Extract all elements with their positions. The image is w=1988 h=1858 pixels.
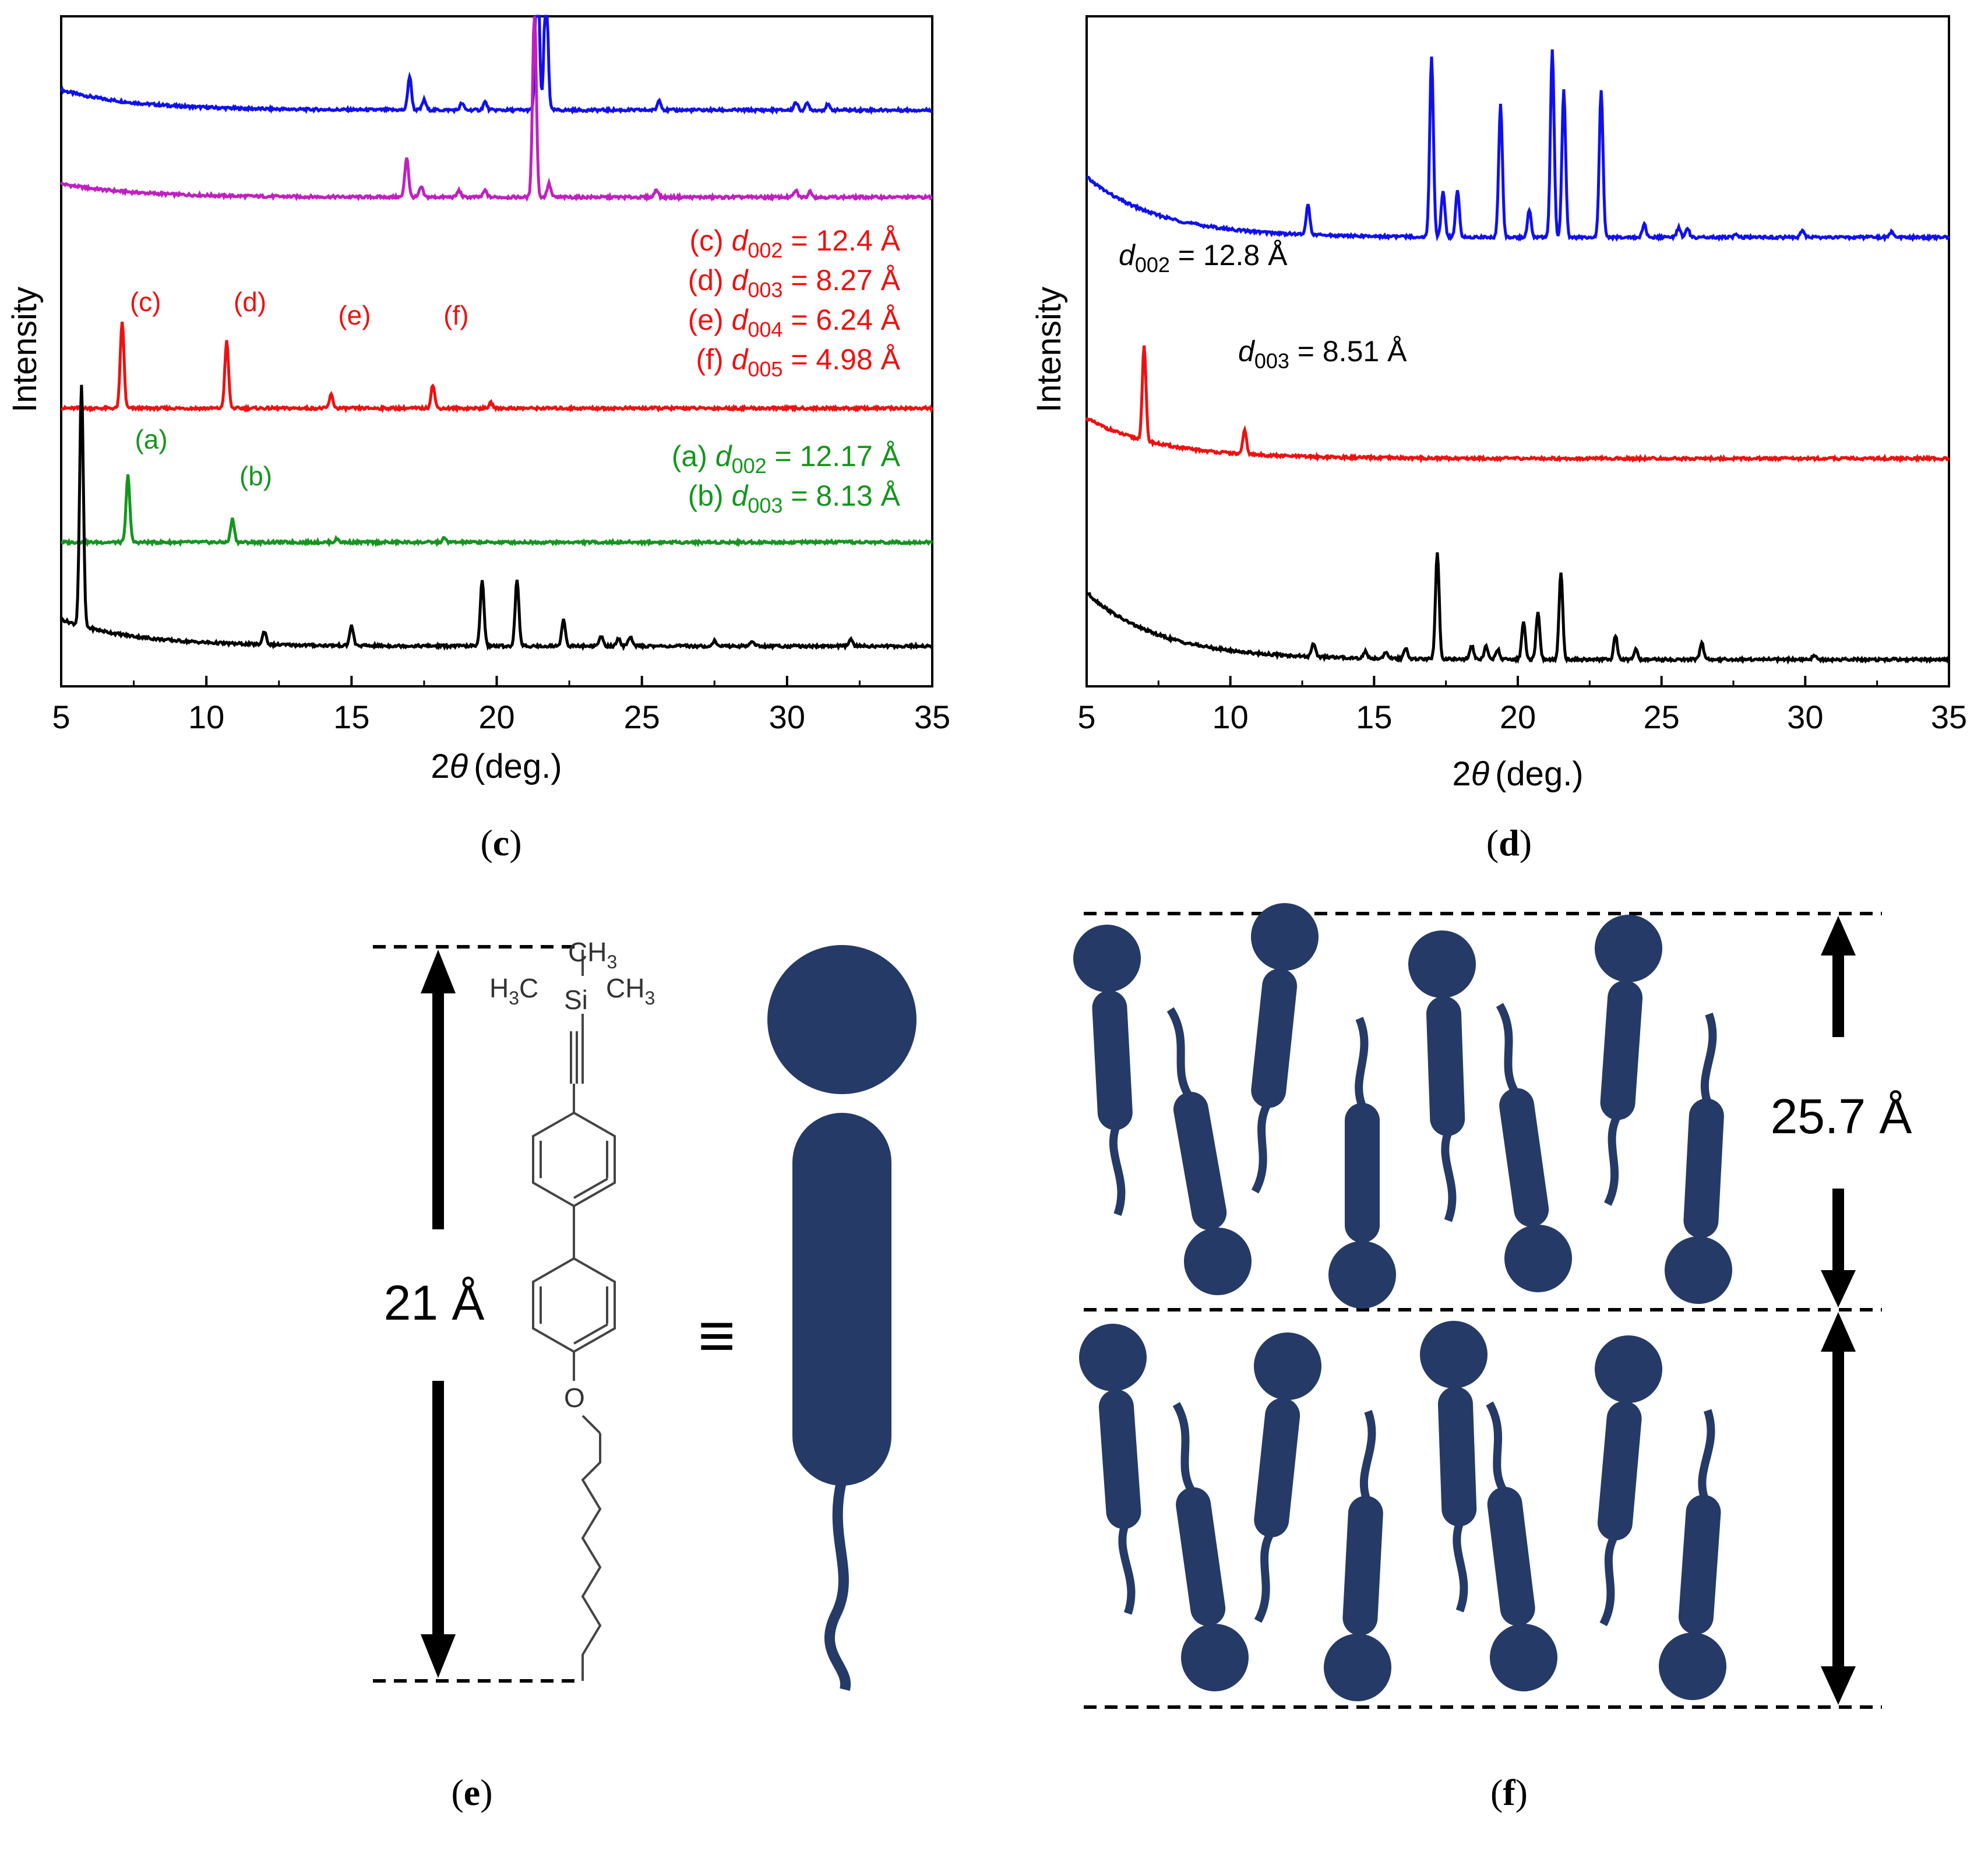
structure-labels: CH3 H3C CH3 Si O [489,937,655,1413]
series-line-black [1085,552,1951,665]
peak-label: (f) [443,300,468,330]
x-tick-label: 25 [1644,699,1680,735]
peak-label: (a) [135,424,167,454]
d-spacing-annotation: d003 = 8.51 Å [1238,335,1407,373]
molecule-down-lower-4 [1659,1409,1726,1700]
peak-label: (e) [338,300,371,330]
layer-packing-diagram-f: 25.7 Å [1073,903,1912,1709]
x-tick-label: 35 [1931,699,1967,735]
length-arrow [421,950,456,1678]
plot-frame [1085,15,1950,688]
y-axis-label: Intensity [6,287,44,413]
d-spacing-annotation: (d) d003 = 8.27 Å [688,264,901,302]
peak-label: (b) [239,461,272,491]
series-line-black [60,385,933,651]
svg-text:Si: Si [564,985,588,1015]
xrd-chart-d: 5 10 15 20 25 30 35 d002 = 12.8 Å d003 = 8.51 Å… [1030,15,1967,793]
molecule-down-4 [1665,1012,1732,1304]
molecule-down-lower-3 [1486,1401,1557,1691]
molecule-up-4 [1595,915,1662,1206]
d-spacing-annotation: (c) d002 = 12.4 Å [689,224,900,262]
x-tick-label: 25 [624,699,660,735]
molecule-up-3 [1408,930,1476,1222]
x-tick-label: 10 [188,699,224,735]
molecule-down-lower-2 [1324,1409,1391,1701]
d-spacing-annotation: (f) d005 = 4.98 Å [696,343,900,381]
x-tick-label: 20 [478,699,514,735]
x-tick-label: 15 [333,699,369,735]
schematic-molecule [767,945,917,1691]
series-line-magenta [59,16,933,203]
molecule-up-lower-3 [1420,1321,1488,1613]
xrd-chart-c: 5 10 15 20 25 30 35 (c) (d) (e) (f) (a) (b) (c) d00… [6,15,950,785]
molecule-up-lower-2 [1254,1332,1321,1623]
molecule-up-2 [1251,903,1319,1194]
caption-e: (e) [451,1772,493,1813]
series-line-blue [1085,49,1951,243]
series-line-red [61,322,934,414]
x-tick-label: 30 [769,699,805,735]
equivalence-symbol: ≡ [698,1300,735,1372]
x-tick-label: 5 [1077,699,1095,735]
svg-text:CH3: CH3 [606,973,655,1009]
layer-spacing-label: 25.7 Å [1771,1089,1912,1144]
x-tick-label: 15 [1356,699,1392,735]
molecule-down-3 [1496,1003,1572,1292]
x-axis-label: 2θ (deg.) [1452,755,1583,793]
molecule-down-2 [1328,1017,1396,1309]
x-tick-label: 30 [1787,699,1823,735]
d-spacing-annotation: (a) d002 = 12.17 Å [672,440,901,478]
series-line-red [1085,345,1951,464]
molecule-down-lower-1 [1172,1402,1249,1691]
caption-d: (d) [1486,822,1532,863]
svg-text:H3C: H3C [489,973,538,1009]
layer-arrow-upper [1821,916,1856,1307]
chemical-structure [532,950,616,1681]
d-spacing-annotation: d002 = 12.8 Å [1119,239,1288,277]
molecule-up-lower-1 [1079,1324,1147,1615]
x-tick-label: 5 [52,699,70,735]
molecule-up-lower-4 [1595,1335,1662,1627]
svg-text:O: O [564,1383,585,1413]
d-spacing-annotation: (e) d004 = 6.24 Å [688,304,901,341]
y-axis-label: Intensity [1030,287,1068,413]
svg-text:CH3: CH3 [568,937,617,972]
x-tick-label: 20 [1500,699,1536,735]
x-axis-label: 2θ (deg.) [431,748,562,785]
x-tick-label: 10 [1212,699,1249,735]
d-spacing-annotation: (b) d003 = 8.13 Å [688,480,901,517]
series-line-green [61,474,933,548]
molecule-diagram-e: 21 Å CH3 H3C CH3 Si O ≡ [373,937,917,1691]
series-line-blue [59,15,933,115]
peak-label: (d) [234,287,266,317]
molecule-down-1 [1166,1007,1252,1295]
length-label: 21 Å [384,1275,485,1330]
x-tick-label: 35 [914,699,950,735]
caption-c: (c) [480,822,522,863]
peak-label: (c) [130,287,161,317]
layer-arrow-lower [1821,1312,1856,1705]
molecule-up-1 [1073,925,1141,1217]
caption-f: (f) [1490,1772,1528,1813]
